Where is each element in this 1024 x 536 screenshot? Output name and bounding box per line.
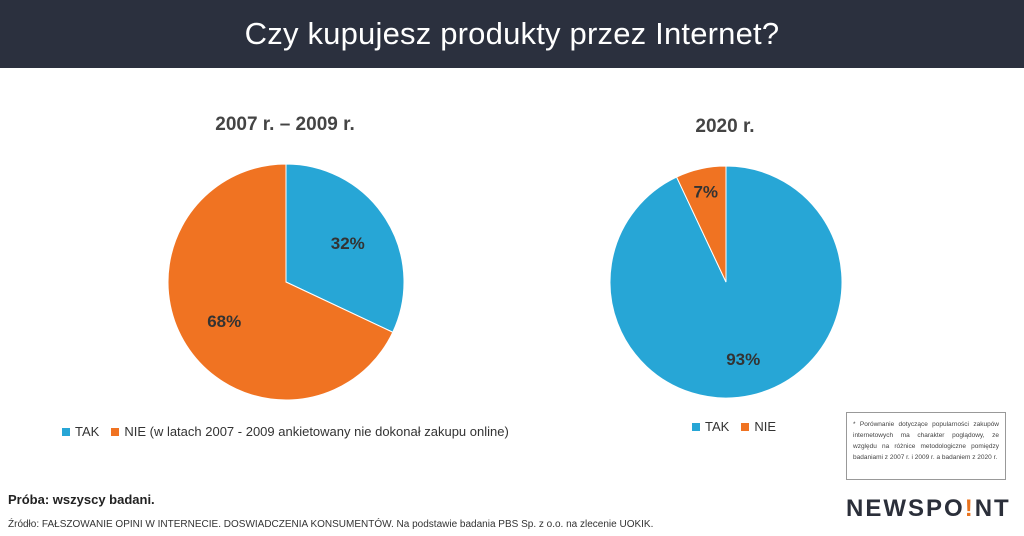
logo-text-part1: NEWSPO — [846, 495, 965, 522]
pie-2007-2009-label-tak: 32% — [331, 234, 365, 253]
page-header: Czy kupujesz produkty przez Internet? — [0, 0, 1024, 68]
legend-label-tak: TAK — [705, 419, 730, 434]
legend-2020: TAK NIE — [692, 419, 788, 434]
legend-entry-nie: NIE — [741, 419, 776, 434]
sample-text: Próba: wszyscy badani. — [8, 492, 155, 507]
pie-2007-2009-slice-tak — [285, 163, 405, 333]
chart-title-2020: 2020 r. — [695, 116, 755, 137]
legend-label-tak: TAK — [75, 424, 100, 439]
pie-chart-2020: 93% 7% — [609, 165, 843, 399]
legend-swatch-tak — [62, 427, 70, 436]
page-title: Czy kupujesz produkty przez Internet? — [244, 16, 780, 51]
chart-title-2007-2009: 2007 r. – 2009 r. — [215, 114, 355, 135]
methodology-note: * Porównanie dotyczące popularności zaku… — [846, 412, 1006, 480]
legend-entry-tak: TAK — [62, 424, 99, 439]
pie-2007-2009-slice-nie — [167, 163, 394, 401]
pie-chart-2007-2009: 32% 68% — [167, 163, 405, 401]
legend-swatch-nie — [111, 427, 120, 436]
source-text: Źródło: FAŁSZOWANIE OPINI W INTERNECIE. … — [8, 519, 654, 530]
legend-label-nie: NIE — [754, 419, 776, 434]
legend-swatch-nie — [741, 422, 750, 431]
logo-text-part2: ! — [964, 495, 975, 522]
legend-swatch-tak — [692, 422, 700, 431]
pie-2020-label-nie: 7% — [693, 182, 718, 201]
legend-label-nie: NIE (w latach 2007 - 2009 ankietowany ni… — [124, 424, 509, 439]
newspoint-logo: NEWSPO!NT — [846, 495, 1011, 523]
pie-2020-slice-nie — [675, 165, 727, 283]
legend-entry-nie: NIE (w latach 2007 - 2009 ankietowany ni… — [111, 424, 509, 439]
logo-text-part3: NT — [974, 495, 1011, 522]
legend-2007-2009: TAK NIE (w latach 2007 - 2009 ankietowan… — [62, 424, 521, 439]
legend-entry-tak: TAK — [692, 419, 729, 434]
pie-2007-2009-label-nie: 68% — [207, 312, 241, 331]
pie-2020-label-tak: 93% — [726, 350, 760, 369]
